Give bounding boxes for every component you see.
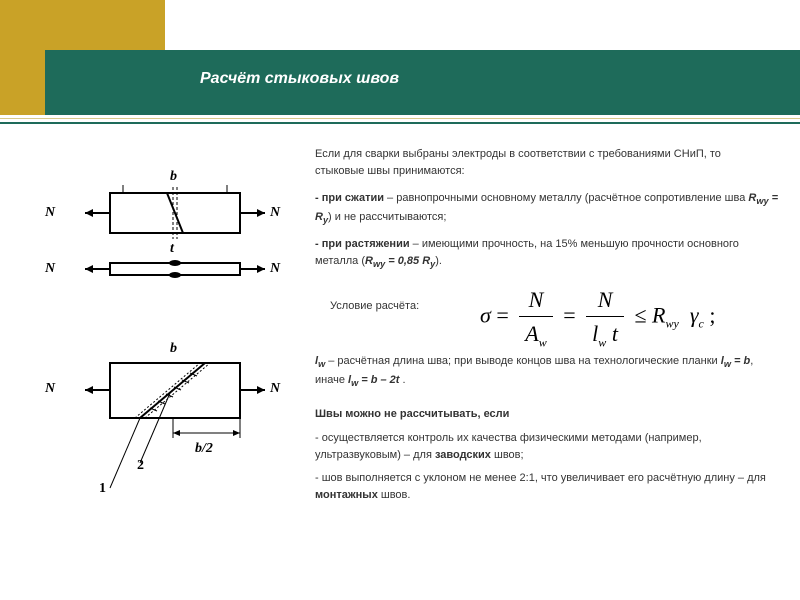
main-formula: σ = NAw = Nlw t ≤ Rwy γc ;: [480, 283, 715, 351]
label-t: t: [170, 241, 174, 257]
divider-soft: [0, 118, 800, 119]
tension-lead: - при растяжении: [315, 238, 410, 250]
gold-block-left: [0, 0, 45, 115]
label-b: b: [170, 169, 177, 185]
label-b2: b/2: [195, 441, 213, 457]
oblique-weld-svg: [55, 353, 285, 503]
label-2: 2: [137, 458, 144, 474]
bullet-factory: - осуществляется контроль их качества фи…: [315, 430, 790, 463]
content-area: Если для сварки выбраны электроды в соот…: [0, 128, 800, 600]
diagram-oblique-weld: N N b b/2 1 2: [55, 353, 285, 508]
lw-note: lw – расчётная длина шва; при выводе кон…: [315, 353, 785, 391]
nocalc-header: Швы можно не рассчитывать, если: [315, 406, 785, 423]
teal-band: [0, 50, 800, 115]
label-N: N: [270, 205, 280, 221]
intro-text: Если для сварки выбраны электроды в соот…: [315, 146, 755, 179]
label-N: N: [45, 261, 55, 277]
label-N: N: [45, 381, 55, 397]
tension-text: - при растяжении – имеющими прочность, н…: [315, 236, 785, 271]
label-b: b: [170, 341, 177, 357]
label-N: N: [45, 205, 55, 221]
diagram-butt-weld: N N N N b t: [55, 183, 285, 308]
header: Расчёт стыковых швов: [0, 0, 800, 115]
compression-lead: - при сжатии: [315, 192, 384, 204]
bullet-assembly: - шов выполняется с уклоном не менее 2:1…: [315, 470, 790, 503]
label-1: 1: [99, 481, 106, 497]
label-N: N: [270, 381, 280, 397]
page-title: Расчёт стыковых швов: [200, 70, 399, 88]
divider-dark: [0, 122, 800, 124]
condition-label: Условие расчёта:: [330, 298, 419, 315]
label-N: N: [270, 261, 280, 277]
compression-text: - при сжатии – равнопрочными основному м…: [315, 190, 785, 228]
